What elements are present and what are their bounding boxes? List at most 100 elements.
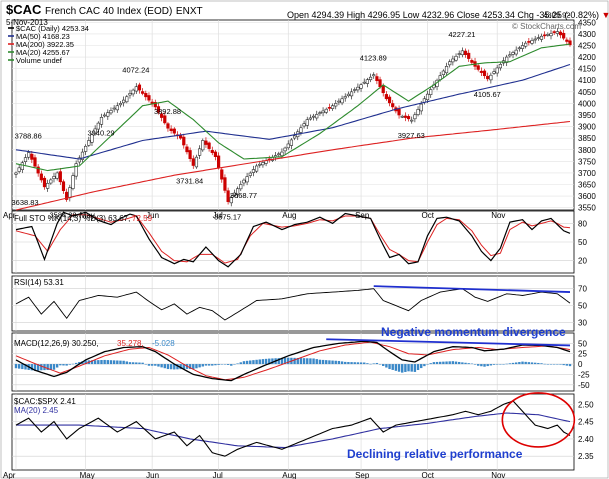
macd-histogram-bar: [261, 359, 265, 365]
candle-down: [543, 34, 547, 37]
candle-down: [558, 31, 563, 36]
legend-entry: $CAC (Daily) 4253.34: [16, 24, 89, 33]
macd-histogram-bar: [318, 359, 322, 365]
macd-histogram-bar: [499, 364, 502, 365]
candle-up: [324, 108, 328, 113]
macd-histogram-bar: [480, 364, 483, 367]
candle-up: [343, 96, 347, 99]
macd-histogram-bar: [220, 364, 223, 365]
candle-up: [239, 184, 243, 190]
macd-histogram-bar: [302, 358, 306, 365]
chg-down-arrow-icon: ▼: [601, 10, 609, 20]
candle-down: [381, 85, 385, 94]
x-tick-label: Apr: [3, 471, 16, 479]
candle-down: [213, 151, 218, 158]
x-tick-label: Jul: [213, 211, 223, 220]
macd-histogram-bar: [543, 363, 546, 365]
chart-date: 5-Nov-2013: [6, 18, 48, 27]
price-tick-label: 4300: [578, 30, 596, 39]
macd-histogram-bar: [116, 360, 119, 365]
candle-up: [448, 61, 452, 66]
macd-histogram-bar: [537, 362, 540, 365]
candle-down: [552, 31, 556, 33]
candle-up: [90, 134, 94, 143]
macd-histogram-bar: [448, 361, 451, 365]
chg-value: -35.25 (-0.82%): [536, 10, 599, 20]
macd-histogram-bar: [157, 364, 160, 367]
candle-up: [330, 105, 335, 109]
x-tick-label: Sep: [355, 471, 370, 479]
macd-histogram-bar: [214, 364, 217, 366]
macd-histogram-bar: [204, 364, 208, 366]
candle-up: [229, 197, 233, 204]
macd-histogram-bar: [49, 364, 53, 370]
candle-up: [77, 157, 81, 163]
candle-down: [172, 128, 176, 134]
macd-histogram-bar: [233, 364, 236, 365]
candle-up: [359, 84, 363, 89]
rsi-tick-label: 30: [578, 319, 587, 328]
candle-up: [27, 152, 31, 158]
close-label: Close: [456, 10, 480, 20]
macd-histogram-bar: [451, 361, 455, 365]
price-tick-label: 3850: [578, 134, 596, 143]
candle-up: [201, 140, 205, 151]
candle-down: [467, 52, 471, 59]
macd-histogram-bar: [239, 362, 242, 365]
sto-label: Full STO %K(14,3) %D(3) 63.67,: [14, 214, 130, 223]
candle-up: [505, 56, 509, 63]
x-tick-label: Jun: [146, 211, 159, 220]
macd-histogram-bar: [78, 362, 81, 365]
candle-up: [74, 163, 78, 177]
macd-histogram-bar: [356, 362, 360, 365]
candle-down: [226, 190, 230, 202]
candle-down: [527, 41, 531, 43]
candle-down: [470, 60, 474, 63]
macd-histogram-bar: [524, 361, 527, 365]
candle-down: [387, 96, 392, 104]
candle-down: [36, 166, 40, 174]
candle-up: [555, 31, 559, 34]
candle-up: [128, 93, 132, 96]
candle-up: [308, 117, 313, 120]
macd-histogram-bar: [163, 364, 166, 369]
candle-up: [52, 176, 56, 180]
macd-histogram-bar: [141, 362, 144, 365]
x-tick-label: Nov: [491, 211, 505, 220]
macd-histogram-bar: [62, 364, 65, 366]
macd-signal-label: 35.278,: [117, 339, 144, 348]
ratio-line: [15, 400, 571, 457]
candle-up: [416, 109, 420, 115]
macd-histogram-bar: [36, 364, 40, 371]
candle-up: [23, 157, 28, 162]
macd-histogram-bar: [198, 364, 201, 368]
candle-up: [410, 119, 414, 122]
macd-histogram-bar: [33, 364, 37, 371]
macd-histogram-bar: [416, 364, 420, 371]
macd-histogram-bar: [296, 357, 299, 365]
candle-up: [46, 183, 50, 189]
high-value: 4296.95: [367, 10, 401, 20]
macd-histogram-bar: [514, 362, 518, 365]
macd-histogram-bar: [521, 361, 524, 365]
ma50-line: [15, 63, 571, 160]
candle-up: [419, 103, 423, 112]
macd-histogram-bar: [106, 360, 110, 365]
candle-up: [539, 35, 544, 40]
macd-histogram-bar: [299, 358, 303, 365]
candle-down: [384, 94, 388, 100]
candle-down: [182, 136, 186, 146]
macd-histogram-bar: [109, 360, 113, 365]
candle-up: [109, 110, 113, 114]
price-annotation: 3638.83: [11, 198, 38, 207]
candle-down: [163, 115, 167, 124]
candle-up: [289, 139, 294, 146]
macd-histogram-bar: [144, 364, 147, 365]
ratio-ma-line: [16, 412, 571, 449]
macd-histogram-bar: [287, 357, 290, 365]
macd-histogram-bar: [93, 360, 97, 365]
candle-down: [61, 181, 66, 191]
high-label: High: [346, 10, 366, 20]
candle-up: [337, 100, 341, 103]
candle-up: [524, 42, 528, 47]
